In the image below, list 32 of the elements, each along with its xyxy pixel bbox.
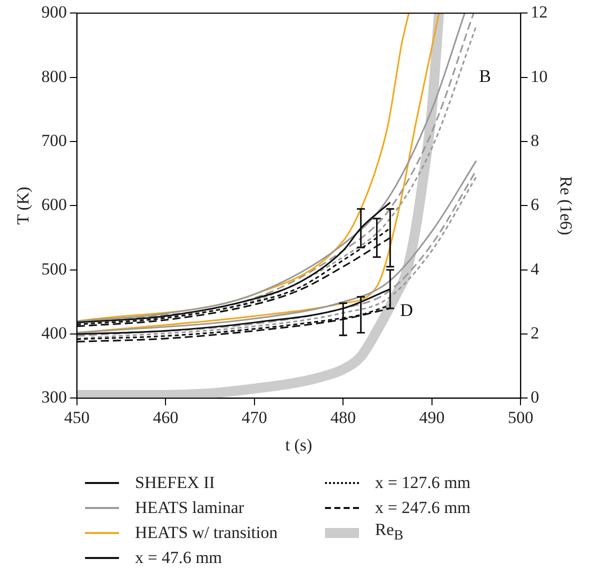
y2-tick-label: 10	[530, 66, 548, 86]
y2-tick-label: 12	[530, 2, 548, 22]
legend-label: SHEFEX II	[135, 472, 215, 492]
y-tick-label: 400	[41, 324, 67, 342]
legend-label: x = 127.6 mm	[375, 472, 471, 492]
x-tick-label: 480	[330, 408, 356, 427]
y-axis-title: T (K)	[14, 186, 33, 225]
y2-tick-label: 4	[530, 259, 540, 278]
y2-tick-label: 8	[530, 131, 540, 150]
x-tick-label: 490	[419, 408, 445, 427]
legend-label: x = 47.6 mm	[135, 548, 222, 568]
annotation: D	[400, 300, 413, 321]
x-tick-label: 500	[508, 408, 534, 427]
y-tick-label: 900	[41, 2, 67, 22]
y-tick-label: 300	[41, 388, 67, 407]
y-tick-label: 800	[41, 66, 67, 86]
y-tick-label: 700	[41, 131, 67, 150]
legend-label: HEATS laminar	[135, 498, 244, 518]
x-axis-title: t (s)	[285, 435, 312, 454]
x-tick-label: 460	[152, 408, 178, 427]
legend-label: x = 247.6 mm	[375, 498, 471, 518]
annotation: B	[479, 66, 492, 87]
y2-tick-label: 2	[530, 324, 540, 342]
y-tick-label: 500	[41, 259, 67, 278]
y2-axis-title: Re (1e6)	[556, 176, 576, 236]
y2-tick-label: 0	[530, 388, 540, 407]
x-tick-label: 470	[242, 408, 268, 427]
legend-label: Re$_{B}$	[375, 520, 404, 545]
y-tick-label: 600	[41, 195, 67, 214]
y2-tick-label: 6	[530, 195, 540, 214]
legend-label: HEATS w/ transition	[135, 522, 278, 542]
x-tick-label: 450	[64, 408, 90, 427]
